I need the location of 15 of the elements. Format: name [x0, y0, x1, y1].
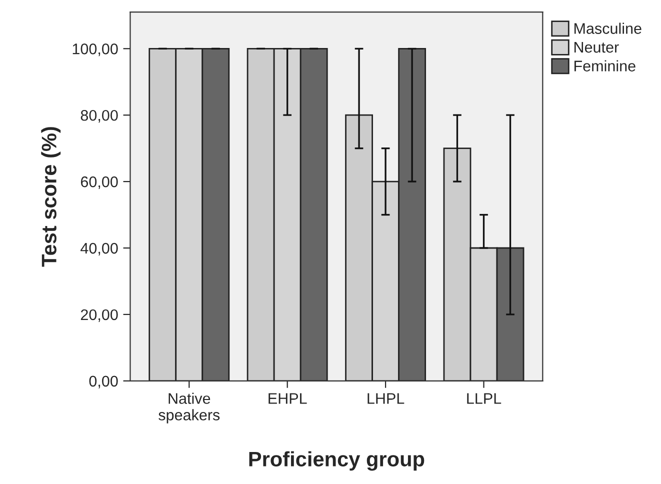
y-tick-label: 40,00 — [80, 242, 118, 256]
x-tick-label: LLPL — [467, 393, 502, 404]
legend-label: Masculine — [574, 22, 642, 34]
y-tick-label: 100,00 — [72, 44, 118, 56]
x-tick-label: LHPL — [368, 393, 404, 404]
y-tick-label: 80,00 — [80, 110, 118, 123]
y-tick-label: 60,00 — [80, 176, 118, 190]
y-tick-label: 0,00 — [89, 376, 118, 388]
x-tick-label: Native speakers — [158, 392, 220, 424]
y-tick-label: 20,00 — [80, 309, 118, 322]
legend-label: Feminine — [574, 60, 636, 72]
y-axis-title: Test score (%) — [41, 127, 61, 267]
x-axis-title: Proficiency group — [249, 451, 424, 471]
x-tick-label: EHPL — [268, 393, 307, 404]
legend-label: Neuter — [574, 42, 619, 53]
